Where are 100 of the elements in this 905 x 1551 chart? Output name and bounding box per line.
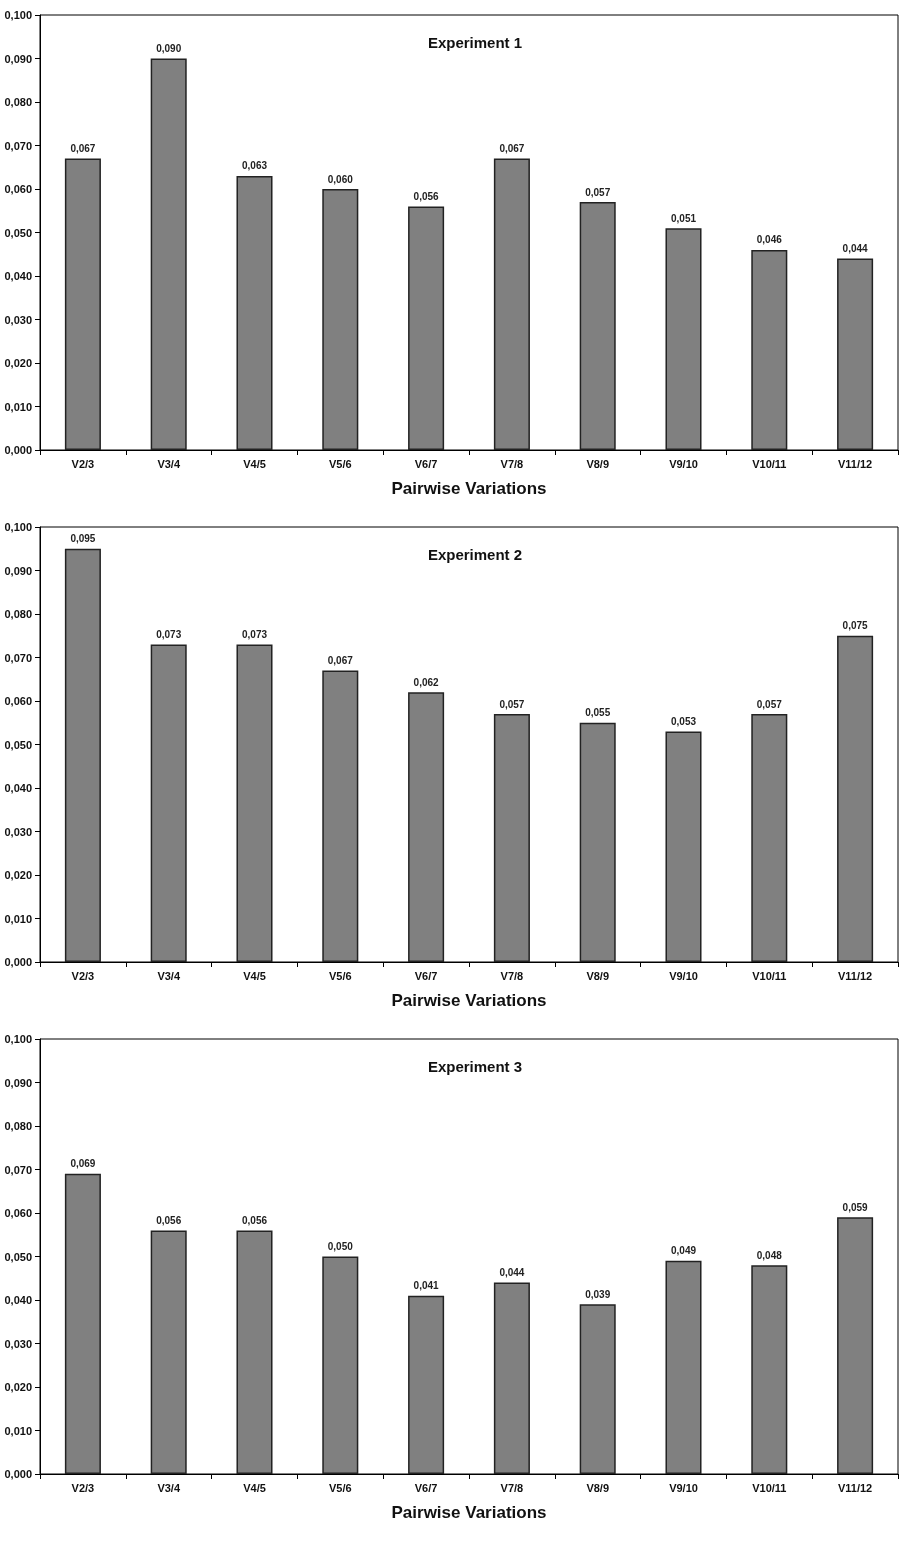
bar bbox=[837, 258, 874, 450]
bar bbox=[493, 1282, 530, 1474]
x-tick-label: V6/7 bbox=[414, 1481, 438, 1494]
bar bbox=[64, 158, 101, 450]
x-tick-label: V8/9 bbox=[586, 1481, 610, 1494]
y-tick-label: 0,060 bbox=[4, 183, 32, 195]
y-tick-label: 0,080 bbox=[4, 96, 32, 108]
data-label: 0,039 bbox=[585, 1288, 611, 1300]
bar bbox=[408, 206, 445, 450]
x-tick-label: V3/4 bbox=[157, 1481, 181, 1494]
y-tick-label: 0,010 bbox=[4, 400, 32, 413]
bar bbox=[408, 1295, 445, 1474]
bar bbox=[236, 175, 273, 450]
data-label: 0,044 bbox=[842, 243, 869, 255]
y-tick-label: 0,010 bbox=[4, 1424, 32, 1437]
y-tick-label: 0,100 bbox=[4, 521, 32, 533]
bar bbox=[579, 722, 616, 962]
bar bbox=[150, 1230, 187, 1474]
y-tick-label: 0,040 bbox=[4, 782, 32, 794]
x-tick-label: V7/8 bbox=[500, 1481, 524, 1494]
y-tick-label: 0,030 bbox=[4, 1337, 32, 1350]
data-label: 0,062 bbox=[413, 676, 440, 688]
bar bbox=[150, 644, 187, 962]
data-label: 0,095 bbox=[70, 533, 96, 545]
x-tick-label: V11/12 bbox=[837, 457, 873, 470]
bar bbox=[579, 202, 616, 450]
y-tick-label: 0,050 bbox=[4, 226, 32, 239]
data-label: 0,056 bbox=[413, 190, 440, 202]
x-tick-label: V9/10 bbox=[669, 457, 698, 470]
x-tick-label: V2/3 bbox=[71, 457, 95, 470]
bar bbox=[493, 158, 530, 450]
x-tick-label: V10/11 bbox=[752, 969, 787, 982]
data-label: 0,044 bbox=[499, 1267, 525, 1279]
bar bbox=[236, 644, 273, 962]
data-label: 0,049 bbox=[670, 1245, 697, 1257]
y-tick-label: 0,060 bbox=[4, 695, 32, 707]
bar bbox=[665, 731, 702, 962]
data-label: 0,090 bbox=[156, 43, 182, 54]
bar bbox=[64, 1173, 101, 1474]
data-label: 0,050 bbox=[327, 1241, 354, 1252]
data-label: 0,057 bbox=[756, 698, 783, 710]
data-label: 0,073 bbox=[241, 628, 268, 640]
text: Experiment 2 bbox=[427, 546, 523, 563]
data-label: 0,059 bbox=[842, 1201, 869, 1213]
data-label: 0,063 bbox=[241, 160, 268, 172]
y-tick-label: 0,020 bbox=[4, 1381, 32, 1393]
data-label: 0,060 bbox=[327, 173, 354, 185]
y-tick-label: 0,090 bbox=[4, 1076, 32, 1089]
y-tick-label: 0,090 bbox=[4, 564, 32, 577]
y-tick-label: 0,000 bbox=[4, 956, 32, 968]
x-tick-label: V2/3 bbox=[71, 969, 95, 982]
data-label: 0,048 bbox=[756, 1249, 783, 1261]
text: Experiment 1 bbox=[427, 34, 523, 51]
y-tick-label: 0,030 bbox=[4, 313, 32, 326]
data-label: 0,067 bbox=[327, 655, 354, 667]
x-tick-label: V11/12 bbox=[837, 969, 873, 982]
x-axis-title: Pairwise Variations bbox=[391, 1503, 547, 1522]
x-axis-title: Pairwise Variations bbox=[391, 479, 547, 498]
bar bbox=[236, 1230, 273, 1474]
bar bbox=[322, 670, 359, 962]
y-tick-label: 0,040 bbox=[4, 270, 32, 282]
x-tick-label: V7/8 bbox=[500, 457, 524, 470]
data-label: 0,075 bbox=[842, 620, 869, 632]
bar bbox=[322, 189, 359, 450]
x-tick-label: V3/4 bbox=[157, 969, 181, 982]
text: Experiment 3 bbox=[427, 1058, 523, 1075]
bar bbox=[493, 714, 530, 962]
data-label: 0,067 bbox=[70, 143, 96, 155]
bar bbox=[408, 692, 445, 962]
bar bbox=[64, 548, 101, 962]
x-tick-label: V4/5 bbox=[243, 969, 266, 982]
data-label: 0,056 bbox=[156, 1214, 182, 1226]
data-label: 0,067 bbox=[499, 143, 525, 155]
bar bbox=[751, 249, 788, 450]
x-tick-label: V5/6 bbox=[328, 1481, 352, 1494]
y-tick-label: 0,070 bbox=[4, 651, 32, 664]
x-tick-label: V4/5 bbox=[243, 457, 266, 470]
bar bbox=[150, 58, 187, 450]
y-tick-label: 0,050 bbox=[4, 1250, 32, 1263]
x-tick-label: V7/8 bbox=[500, 969, 524, 982]
y-tick-label: 0,010 bbox=[4, 912, 32, 925]
y-tick-label: 0,070 bbox=[4, 1163, 32, 1176]
x-tick-label: V10/11 bbox=[752, 457, 787, 470]
y-tick-label: 0,000 bbox=[4, 444, 32, 456]
bar bbox=[751, 1265, 788, 1474]
bar bbox=[837, 635, 874, 962]
data-label: 0,055 bbox=[585, 707, 611, 719]
x-tick-label: V11/12 bbox=[837, 1481, 873, 1494]
x-tick-label: V3/4 bbox=[157, 457, 181, 470]
x-tick-label: V6/7 bbox=[414, 457, 438, 470]
bar bbox=[751, 714, 788, 962]
data-label: 0,057 bbox=[499, 698, 525, 710]
y-tick-label: 0,060 bbox=[4, 1207, 32, 1219]
x-tick-label: V6/7 bbox=[414, 969, 438, 982]
data-label: 0,057 bbox=[585, 186, 611, 198]
x-tick-label: V8/9 bbox=[586, 457, 610, 470]
y-tick-label: 0,030 bbox=[4, 825, 32, 838]
data-label: 0,041 bbox=[413, 1280, 440, 1292]
bar bbox=[665, 228, 702, 450]
x-tick-label: V9/10 bbox=[669, 969, 698, 982]
